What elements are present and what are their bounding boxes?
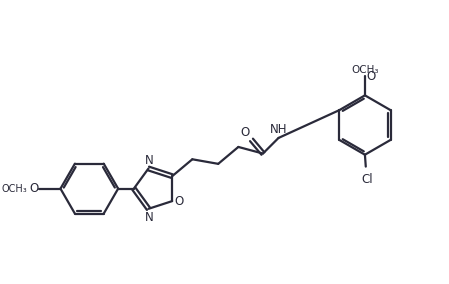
Text: O: O — [241, 126, 250, 139]
Text: O: O — [174, 195, 184, 208]
Text: N: N — [145, 154, 153, 167]
Text: O: O — [30, 182, 39, 195]
Text: O: O — [366, 70, 375, 83]
Text: NH: NH — [270, 123, 287, 136]
Text: OCH₃: OCH₃ — [2, 184, 27, 194]
Text: N: N — [145, 210, 153, 224]
Text: Cl: Cl — [361, 173, 373, 185]
Text: OCH₃: OCH₃ — [351, 64, 379, 75]
